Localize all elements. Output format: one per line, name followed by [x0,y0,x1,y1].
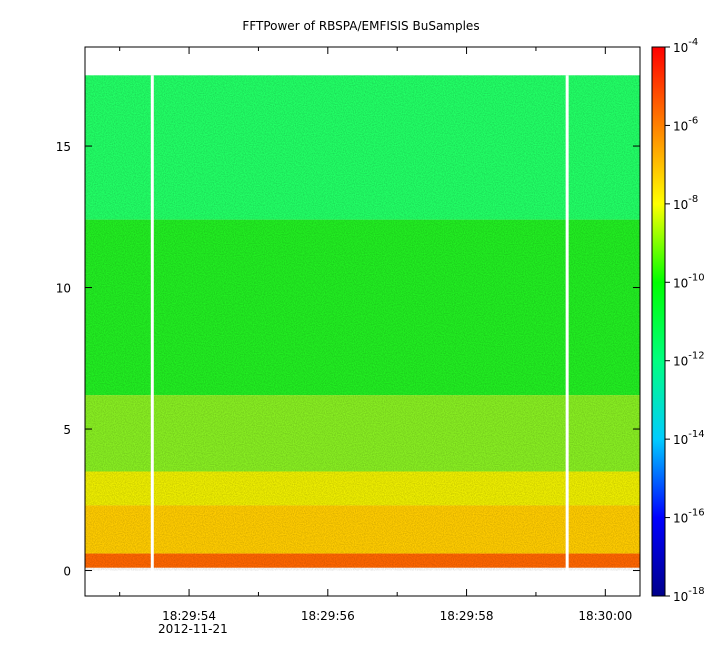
x-tick-label: 18:29:56 [301,609,355,623]
colorbar-tick-label: 10-16 [673,508,705,526]
x-tick-label: 18:30:00 [578,609,632,623]
colorbar-tick-label: 10-18 [673,586,705,604]
y-tick-label: 5 [63,423,71,437]
colorbar-tick-label: 10-12 [673,351,705,369]
colorbar: 10-4 10-6 10-8 10-10 10-12 10-14 10-16 10-18 [651,37,705,604]
colorbar-tick-label: 10-6 [673,115,698,133]
data-gap [565,75,569,571]
chart-title: FFTPower of RBSPA/EMFISIS BuSamples [242,19,479,33]
x-tick-label: 18:29:58 [440,609,494,623]
y-tick-label: 0 [63,565,71,579]
y-tick-label: 15 [56,140,71,154]
colorbar-tick-label: 10-4 [673,37,698,55]
colorbar-tick-label: 10-8 [673,194,698,212]
colorbar-tick-label: 10-10 [673,272,705,290]
x-tick-label: 18:29:54 [162,609,216,623]
spectrogram-texture [85,75,640,571]
plot-frame [84,46,641,597]
colorbar-tick-label: 10-14 [673,429,705,447]
data-gap [150,75,154,571]
plot-area: 0 5 10 15 18:29:54 18:29:56 18:29:58 18:30:00 [56,46,641,623]
colorbar-gradient [651,46,666,597]
x-date-label: 2012-11-21 [158,622,228,636]
y-tick-label: 10 [56,282,71,296]
